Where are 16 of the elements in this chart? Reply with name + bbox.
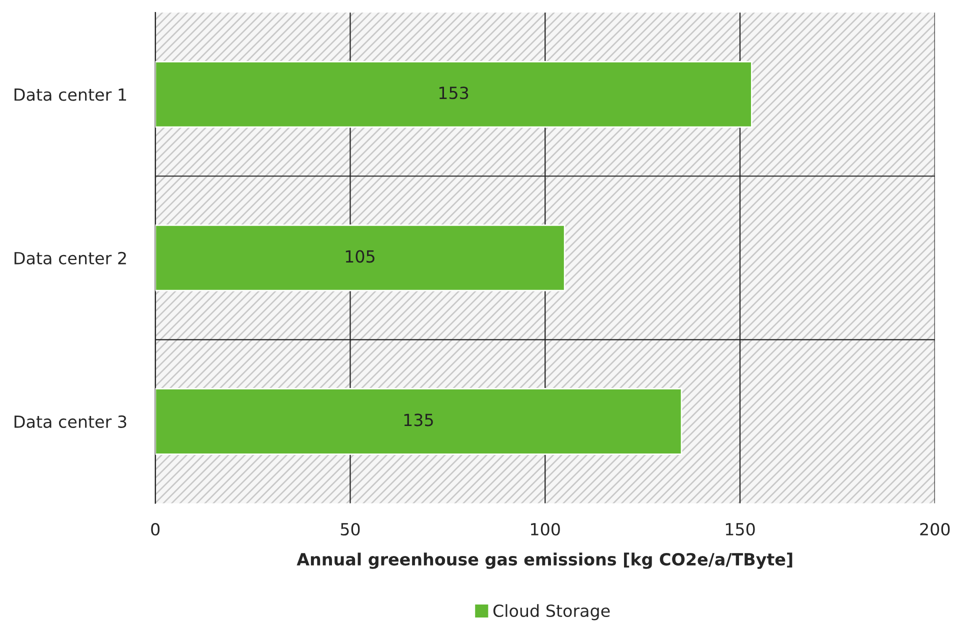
x-tick-label: 200	[920, 522, 950, 536]
bar	[155, 388, 682, 455]
data-label: 153	[439, 86, 468, 100]
x-tick-label: 100	[531, 522, 560, 536]
x-tick-label: 0	[151, 522, 160, 536]
bar	[155, 224, 566, 292]
x-tick-label: 50	[340, 522, 360, 536]
y-tick-label: Data center 1	[14, 88, 126, 101]
data-label: 105	[346, 250, 374, 263]
y-tick-label: Data center 2	[14, 252, 126, 264]
x-axis-title: Annual greenhouse gas emissions [kg CO2e/a/TByte]	[296, 552, 792, 569]
x-tick-label: 150	[726, 522, 755, 536]
bar	[155, 60, 752, 128]
data-label: 135	[404, 414, 433, 426]
y-tick-label: Data center 3	[14, 415, 126, 428]
legend-label: Cloud Storage	[493, 604, 610, 620]
